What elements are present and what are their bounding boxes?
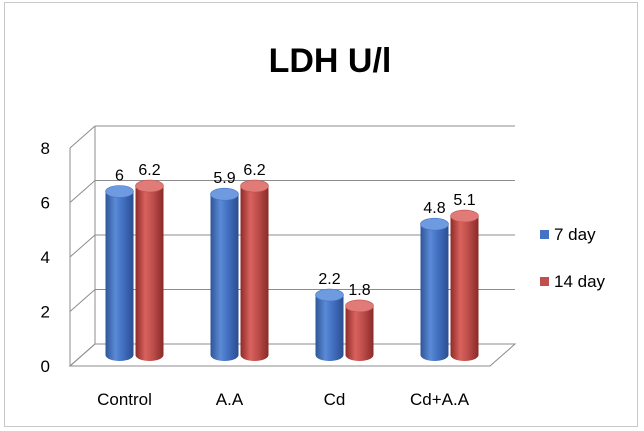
bar xyxy=(105,191,134,361)
chart-title: LDH U/l xyxy=(269,42,392,80)
data-label: 6 xyxy=(115,168,124,185)
bar-top xyxy=(210,187,239,201)
y-tick-label: 4 xyxy=(41,248,50,267)
data-label: 2.2 xyxy=(318,271,340,288)
data-label: 1.8 xyxy=(348,282,370,299)
bar xyxy=(210,194,239,361)
legend-swatch xyxy=(540,230,549,239)
y-tick-labels: 0 2 4 6 8 xyxy=(41,139,50,376)
category-labels: Control A.A Cd Cd+A.A xyxy=(97,390,470,409)
bar-top xyxy=(240,179,269,193)
data-label: 4.8 xyxy=(423,200,445,217)
legend-swatch xyxy=(540,277,549,286)
category-label: Cd+A.A xyxy=(410,390,470,409)
bar xyxy=(315,295,344,361)
category-label: Cd xyxy=(324,390,346,409)
bar xyxy=(345,305,374,361)
gridline-perspective xyxy=(69,289,96,312)
data-labels: 6 6.2 5.9 6.2 2.2 1.8 4.8 5.1 xyxy=(115,162,476,299)
y-tick-label: 8 xyxy=(41,139,50,158)
bar-top xyxy=(135,179,164,193)
y-tick-label: 0 xyxy=(41,357,50,376)
bar xyxy=(450,216,479,361)
category-label: A.A xyxy=(216,390,244,409)
y-tick-label: 6 xyxy=(41,194,50,213)
bar-top xyxy=(345,299,374,313)
bar-top xyxy=(420,217,449,231)
data-label: 5.1 xyxy=(453,192,475,209)
legend-label: 14 day xyxy=(554,272,606,291)
gridline-perspective xyxy=(69,234,96,258)
data-label: 6.2 xyxy=(243,162,265,179)
bar-top xyxy=(105,185,134,198)
axes xyxy=(68,126,517,367)
y-tick-label: 2 xyxy=(41,303,50,322)
bar xyxy=(135,186,164,361)
floor xyxy=(68,343,517,367)
data-label: 5.9 xyxy=(213,170,235,187)
bar-top xyxy=(450,209,479,223)
bars xyxy=(105,179,479,361)
bar xyxy=(420,224,449,361)
gridline-perspective xyxy=(69,125,96,149)
bar-top xyxy=(315,288,344,302)
category-label: Control xyxy=(97,390,152,409)
data-label: 6.2 xyxy=(138,162,160,179)
legend-label: 7 day xyxy=(554,225,596,244)
gridline-perspective xyxy=(69,180,96,203)
legend: 7 day 14 day xyxy=(540,225,606,291)
bar xyxy=(240,186,269,361)
